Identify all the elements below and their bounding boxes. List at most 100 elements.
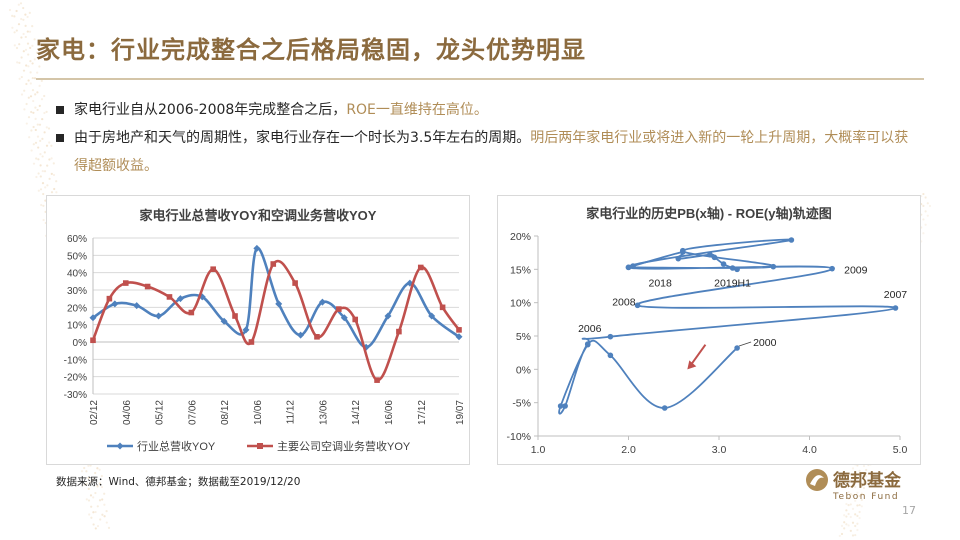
data-point <box>456 327 462 333</box>
page-title: 家电：行业完成整合之后格局稳固，龙头优势明显 <box>36 36 586 64</box>
x-tick-label: 08/12 <box>220 400 231 425</box>
trajectory-point <box>680 249 686 255</box>
trajectory-point <box>829 265 835 272</box>
data-point <box>188 309 195 316</box>
x-tick-label: 1.0 <box>531 444 546 456</box>
data-point <box>336 306 342 312</box>
trajectory-point <box>711 254 718 261</box>
legend-marker-1 <box>116 442 124 450</box>
trajectory-point <box>770 263 777 270</box>
data-point <box>176 295 184 303</box>
data-point <box>314 334 320 340</box>
data-point <box>155 312 163 320</box>
trajectory-point <box>562 403 568 409</box>
data-point <box>292 280 298 286</box>
chart-title: 家电行业的历史PB(x轴) - ROE(y轴)轨迹图 <box>586 206 832 221</box>
title-divider <box>36 78 924 80</box>
y-tick-label: 20% <box>67 303 87 314</box>
x-tick-label: 07/06 <box>187 400 198 425</box>
x-tick-label: 3.0 <box>712 444 727 456</box>
trajectory-point <box>557 403 564 409</box>
page-number: 17 <box>902 504 916 517</box>
data-point <box>90 337 96 344</box>
y-tick-label: 50% <box>67 251 87 262</box>
trajectory-point <box>584 341 591 348</box>
year-annotation: 2007 <box>884 289 908 301</box>
data-point <box>428 312 436 320</box>
data-point <box>417 264 424 271</box>
x-tick-label: 17/12 <box>417 400 428 425</box>
x-tick-label: 11/12 <box>286 400 297 425</box>
data-point <box>122 280 129 286</box>
bullet-item-2: 由于房地产和天气的周期性，家电行业存在一个时长为3.5年左右的周期。明后两年家电… <box>56 124 916 180</box>
data-point <box>144 283 151 290</box>
trajectory-point <box>675 255 682 262</box>
data-point <box>439 304 446 311</box>
data-point <box>242 326 250 334</box>
x-tick-label: 4.0 <box>802 444 817 456</box>
bullet-2-highlight: 明后两年家电行业或将进入新的一轮上升周期，大概率可以获得超额收益。 <box>74 130 909 174</box>
year-annotation: 2019H1 <box>714 277 751 289</box>
data-point <box>318 298 326 306</box>
annotation-leader <box>738 341 752 347</box>
trajectory-point <box>734 345 740 351</box>
y-tick-label: -20% <box>64 373 87 384</box>
trend-arrow-icon <box>687 360 697 370</box>
year-annotation: 2006 <box>578 323 602 335</box>
bullet-1-text: 家电行业自从2006-2008年完成整合之后， <box>74 102 347 118</box>
bullet-square-icon <box>56 134 64 142</box>
y-tick-label: 0% <box>73 338 88 349</box>
revenue-yoy-chart: 家电行业总营收YOY和空调业务营收YOY 60% 50% 40% 30% 20% 10% 0%… <box>64 208 466 453</box>
data-point <box>111 300 119 308</box>
year-annotation: 2009 <box>844 265 868 277</box>
y-tick-label: 0% <box>516 364 531 376</box>
bullet-1-highlight: ROE一直维持在高位。 <box>346 102 488 118</box>
data-point <box>374 377 380 383</box>
left-chart-panel: 家电行业总营收YOY和空调业务营收YOY 60% 50% 40% 30% 20% 10% 0%… <box>46 195 470 465</box>
data-point <box>455 333 463 341</box>
svg-text:德邦基金: 德邦基金 <box>833 470 902 491</box>
trajectory-point <box>607 333 614 340</box>
y-tick-label: 20% <box>510 231 531 243</box>
y-tick-label: -5% <box>512 398 531 410</box>
chart-title: 家电行业总营收YOY和空调业务营收YOY <box>140 208 377 223</box>
trajectory-point <box>734 266 740 273</box>
trajectory-point <box>892 305 899 311</box>
trajectory-point <box>720 261 727 267</box>
x-tick-label: 05/12 <box>155 400 166 425</box>
x-tick-label: 14/12 <box>351 400 362 425</box>
legend-marker-2 <box>257 443 263 449</box>
y-tick-label: 60% <box>67 234 87 245</box>
bullet-square-icon <box>56 106 64 114</box>
series-line-2 <box>91 259 461 382</box>
y-tick-label: 10% <box>510 298 531 310</box>
data-point <box>270 261 277 267</box>
data-source-note: 数据来源：Wind、德邦基金；数据截至2019/12/20 <box>56 476 301 488</box>
trajectory-point <box>625 264 632 271</box>
year-annotation: 2018 <box>648 277 672 289</box>
data-point <box>166 294 173 300</box>
data-point <box>210 266 216 272</box>
data-point <box>253 244 261 252</box>
x-tick-label: 13/06 <box>318 400 329 425</box>
x-tick-label: 5.0 <box>893 444 908 456</box>
bullet-list: 家电行业自从2006-2008年完成整合之后，ROE一直维持在高位。 由于房地产… <box>56 96 916 180</box>
data-point <box>340 314 348 322</box>
y-tick-label: 30% <box>67 286 87 297</box>
legend-label-2: 主要公司空调业务营收YOY <box>277 439 411 453</box>
data-point <box>106 295 113 302</box>
x-tick-label: 2.0 <box>621 444 636 456</box>
trajectory-point <box>607 352 614 359</box>
right-chart-panel: 家电行业的历史PB(x轴) - ROE(y轴)轨迹图 20% 15% 10% 5% 0% -… <box>497 195 921 465</box>
y-tick-label: -10% <box>64 355 87 366</box>
y-tick-label: -10% <box>506 431 531 443</box>
trajectory-point <box>729 265 736 271</box>
trend-arrow-shaft <box>690 344 707 365</box>
x-tick-label: 02/12 <box>89 400 100 425</box>
data-point <box>220 317 228 325</box>
trajectory-point <box>707 251 713 258</box>
x-tick-label: 10/06 <box>253 400 264 425</box>
x-tick-label: 04/06 <box>122 400 133 425</box>
data-point <box>275 300 283 308</box>
